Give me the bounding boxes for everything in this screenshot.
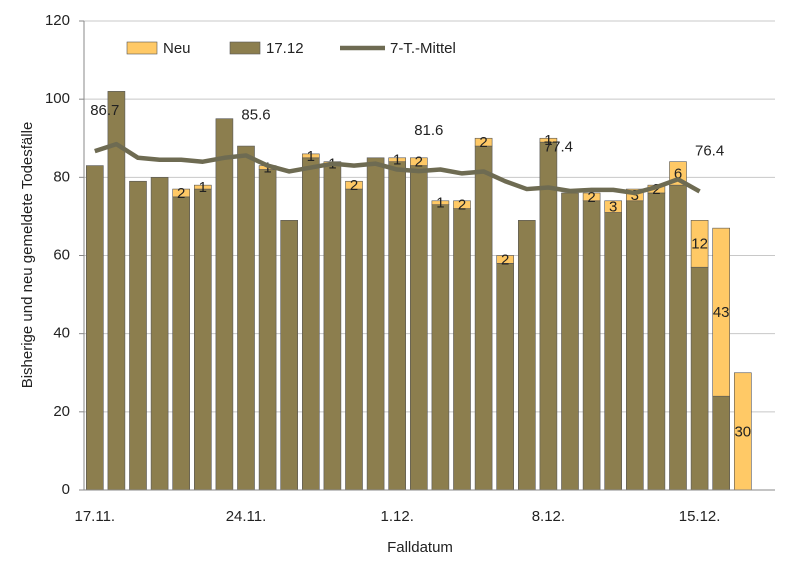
bar-segment [409, 157, 428, 166]
line-label: 77.4 [544, 138, 573, 155]
bar-segment [194, 184, 212, 190]
bar-segment [258, 169, 277, 491]
data-label: 2 [350, 177, 358, 194]
bar-segment [388, 157, 407, 163]
x-tick-label: 8.12. [532, 508, 565, 525]
legend-label: Neu [163, 40, 191, 57]
data-label: 2 [501, 251, 509, 268]
bar-segment [194, 188, 212, 491]
bar-segment [604, 212, 623, 491]
bar-segment [388, 161, 407, 491]
legend-swatch [126, 41, 158, 55]
data-label: 2 [652, 181, 660, 198]
bar-segment [690, 266, 709, 491]
bar-segment [431, 200, 450, 205]
bar-segment [474, 145, 493, 491]
bar-segment [172, 196, 190, 491]
bar-segment [409, 165, 428, 491]
bar-segment [561, 192, 579, 491]
bar-segment [712, 395, 731, 491]
x-axis-label: Falldatum [387, 539, 453, 556]
data-label: 30 [734, 423, 751, 440]
data-label: 2 [587, 189, 595, 206]
bar-segment [647, 192, 666, 491]
data-label: 2 [177, 185, 185, 202]
data-label: 3 [609, 199, 617, 216]
bar-segment [280, 220, 299, 491]
bar-segment [539, 137, 558, 143]
legend-swatch [229, 41, 261, 55]
bar-segment [496, 263, 515, 491]
data-label: 1 [393, 152, 401, 169]
data-label: 2 [415, 154, 423, 171]
bar-segment [453, 200, 471, 209]
data-label: 43 [713, 304, 730, 321]
data-label: 2 [458, 197, 466, 214]
y-tick-label: 20 [53, 403, 70, 420]
data-label: 1 [307, 148, 315, 165]
bar-segment [323, 165, 342, 491]
data-label: 6 [674, 165, 682, 182]
bar-segment [129, 180, 147, 491]
y-tick-label: 0 [62, 481, 70, 498]
bar-segment [496, 255, 515, 264]
bar-segment [604, 200, 623, 213]
y-tick-label: 80 [53, 168, 70, 185]
bar-segment [366, 157, 385, 491]
y-tick-label: 100 [45, 90, 70, 107]
data-label: 1 [263, 160, 271, 177]
bar-segment [345, 180, 363, 190]
y-axis-label: Bisherige und neu gemeldete Todesfälle [19, 122, 36, 389]
y-tick-label: 60 [53, 246, 70, 263]
legend-label: 7-T.-Mittel [390, 40, 456, 57]
x-tick-label: 17.11. [75, 508, 116, 525]
bar-segment [582, 192, 601, 202]
bar-segment [582, 200, 601, 491]
data-label: 1 [436, 195, 444, 212]
bar-segment [215, 118, 234, 491]
bar-segment [517, 220, 536, 491]
bar-segment [690, 220, 709, 268]
bar-segment [431, 204, 450, 491]
bar-segment [86, 165, 104, 491]
data-label: 3 [631, 187, 639, 204]
y-tick-label: 120 [45, 12, 70, 29]
line-label: 76.4 [695, 142, 724, 159]
y-tick-label: 40 [53, 325, 70, 342]
bar-segment [237, 145, 255, 491]
bar-segment [474, 137, 493, 147]
bar-segment [107, 91, 126, 491]
data-label: 1 [544, 132, 552, 149]
bar-segment [669, 184, 687, 491]
data-label: 12 [691, 236, 708, 253]
bar-segment [301, 157, 320, 491]
x-tick-label: 24.11. [226, 508, 267, 525]
bar-segment [172, 188, 190, 198]
bar-segment [301, 153, 320, 159]
bar-segment [712, 227, 731, 397]
bar-segment [453, 208, 471, 491]
bar-segment [150, 177, 169, 491]
legend-label: 17.12 [266, 40, 304, 57]
x-tick-label: 15.12. [679, 508, 721, 525]
x-tick-label: 1.12. [381, 508, 414, 525]
line [94, 141, 701, 196]
line-label: 86.7 [90, 102, 119, 119]
data-label: 1 [199, 179, 207, 196]
line-label: 81.6 [414, 122, 443, 139]
bar-segment [345, 188, 363, 491]
line-label: 85.6 [241, 106, 270, 123]
bar-segment [539, 141, 558, 491]
bar-segment [625, 200, 644, 491]
data-label: 2 [479, 134, 487, 151]
